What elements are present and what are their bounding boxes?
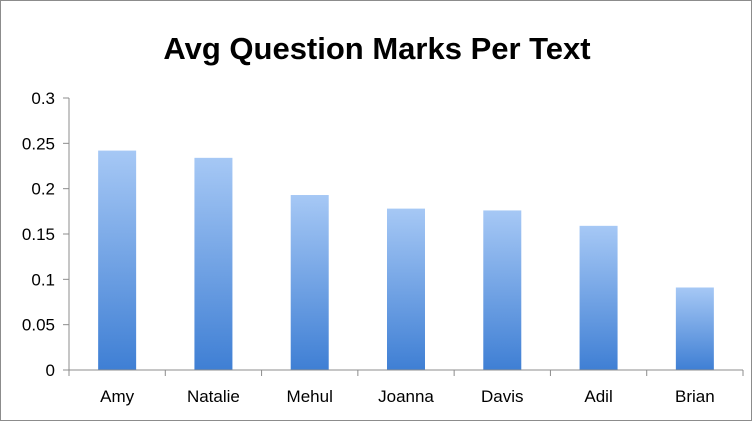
bar-amy <box>98 150 137 370</box>
y-tick-label: 0.1 <box>31 270 55 289</box>
x-tick-label: Joanna <box>378 387 434 406</box>
x-tick-label: Brian <box>675 387 715 406</box>
bar-natalie <box>194 157 233 370</box>
bar-davis <box>483 210 522 370</box>
bars <box>98 150 714 370</box>
x-tick-label: Adil <box>584 387 612 406</box>
bar-adil <box>579 225 618 370</box>
y-tick-label: 0.25 <box>22 134 55 153</box>
y-tick-label: 0.2 <box>31 180 55 199</box>
x-tick-label: Mehul <box>287 387 333 406</box>
y-tick-label: 0 <box>46 361 55 380</box>
x-axis: Amy Natalie Mehul Joanna Davis Adil Brian <box>68 369 744 406</box>
bar-brian <box>675 287 714 370</box>
y-tick-label: 0.15 <box>22 225 55 244</box>
x-tick-label: Amy <box>100 387 135 406</box>
y-tick-label: 0.05 <box>22 316 55 335</box>
x-tick-label: Natalie <box>187 387 240 406</box>
y-tick-label: 0.3 <box>31 89 55 108</box>
bar-mehul <box>290 195 329 370</box>
bar-joanna <box>387 208 425 370</box>
y-axis: 0 0.05 0.1 0.15 0.2 0.25 0.3 <box>22 89 70 380</box>
chart-title: Avg Question Marks Per Text <box>163 31 590 66</box>
x-tick-label: Davis <box>481 387 524 406</box>
